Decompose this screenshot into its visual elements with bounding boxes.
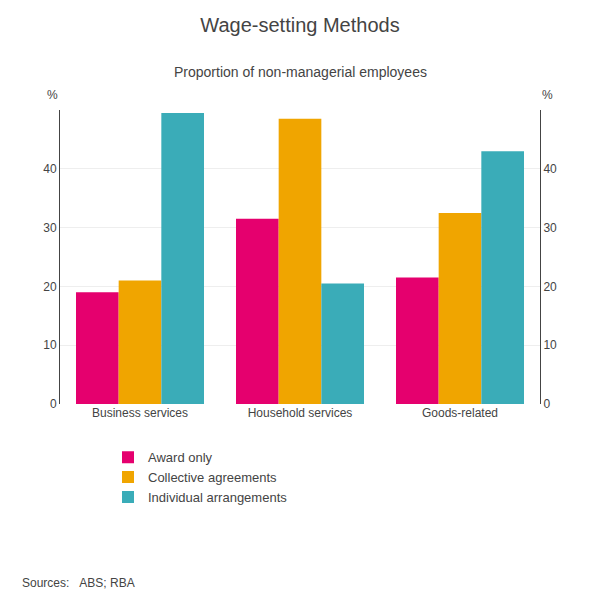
svg-text:Sources: ABS; RBA: Sources: ABS; RBA [22, 576, 135, 590]
svg-text:40: 40 [543, 162, 557, 176]
svg-text:0: 0 [543, 397, 550, 411]
svg-text:Goods-related: Goods-related [422, 406, 498, 420]
svg-text:Individual arrangements: Individual arrangements [148, 490, 287, 505]
svg-text:10: 10 [543, 338, 557, 352]
svg-text:30: 30 [543, 221, 557, 235]
svg-text:Award only: Award only [148, 450, 213, 465]
svg-text:Household services: Household services [248, 406, 353, 420]
svg-text:%: % [542, 88, 553, 102]
svg-text:20: 20 [543, 280, 557, 294]
svg-text:Proportion of non-managerial e: Proportion of non-managerial employees [174, 64, 427, 80]
svg-text:Collective agreements: Collective agreements [148, 470, 277, 485]
svg-text:40: 40 [43, 162, 57, 176]
svg-text:0: 0 [50, 397, 57, 411]
svg-text:10: 10 [43, 338, 57, 352]
svg-text:Business services: Business services [92, 406, 188, 420]
svg-text:30: 30 [43, 221, 57, 235]
svg-text:20: 20 [43, 280, 57, 294]
svg-text:Wage-setting Methods: Wage-setting Methods [200, 14, 399, 36]
svg-text:%: % [47, 88, 58, 102]
